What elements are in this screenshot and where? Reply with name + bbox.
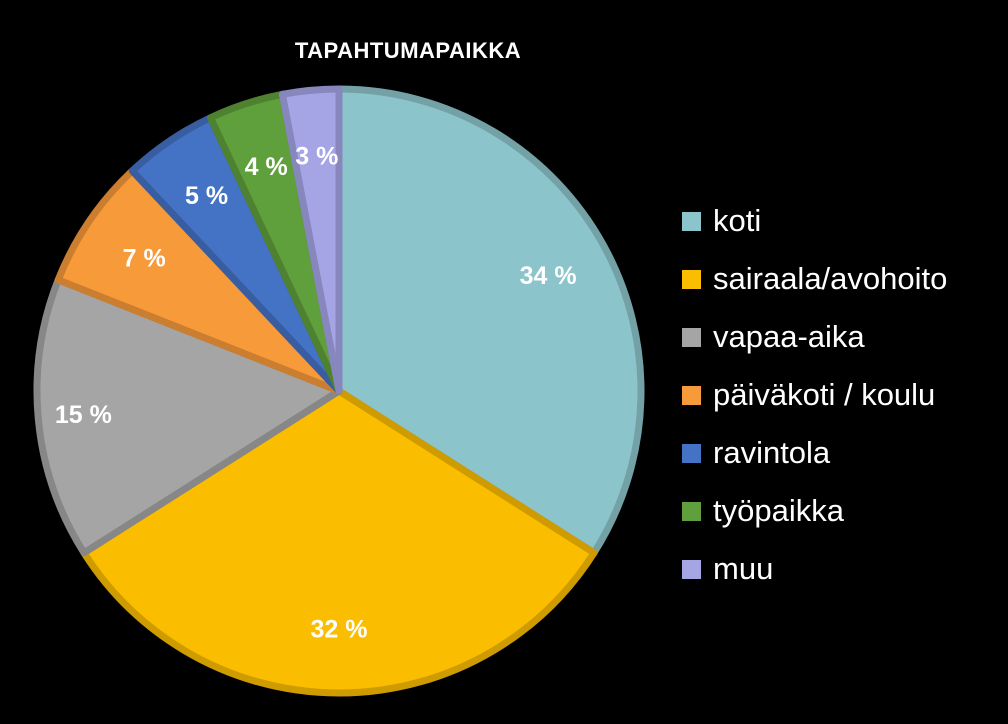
pie-slice-muu [278, 85, 343, 395]
legend-label: työpaikka [713, 493, 844, 528]
pie-slice-paivakoti-koulu [54, 167, 343, 395]
legend-item-sairaala-avohoito: sairaala/avohoito [682, 250, 947, 308]
legend-label: vapaa-aika [713, 319, 865, 354]
legend: koti sairaala/avohoito vapaa-aika päiväkoti… [682, 192, 947, 598]
legend-swatch [682, 443, 701, 463]
data-label-vapaa-aika: 15 % [55, 401, 112, 429]
pie-data-labels: 34 % 32 % 15 % 7 % 5 % 4 % 3 % [55, 143, 577, 644]
legend-item-ravintola: ravintola [682, 424, 947, 482]
legend-label: sairaala/avohoito [713, 261, 948, 296]
data-label-tyopaikka: 4 % [245, 153, 288, 181]
legend-label: päiväkoti / koulu [713, 377, 936, 412]
legend-label: koti [713, 203, 762, 238]
pie-slice-sairaala-avohoito [80, 387, 598, 697]
legend-label: ravintola [713, 435, 831, 470]
chart-title: TAPAHTUMAPAIKKA [294, 38, 522, 63]
legend-swatch [682, 501, 701, 521]
data-label-ravintola: 5 % [185, 182, 228, 210]
data-label-sairaala-avohoito: 32 % [311, 616, 368, 644]
legend-swatch [682, 559, 701, 579]
pie-slices [33, 85, 645, 697]
legend-item-vapaa-aika: vapaa-aika [682, 308, 947, 366]
legend-swatch [682, 327, 701, 347]
legend-item-muu: muu [682, 540, 947, 598]
legend-item-koti: koti [682, 192, 947, 250]
legend-swatch [682, 211, 701, 231]
data-label-paivakoti-koulu: 7 % [123, 245, 166, 273]
legend-swatch [682, 269, 701, 289]
legend-item-tyopaikka: työpaikka [682, 482, 947, 540]
legend-swatch [682, 385, 701, 405]
data-label-muu: 3 % [295, 143, 338, 171]
data-label-koti: 34 % [520, 262, 577, 290]
pie-slice-vapaa-aika [33, 276, 343, 557]
legend-item-paivakoti-koulu: päiväkoti / koulu [682, 366, 947, 424]
legend-label: muu [713, 551, 774, 586]
